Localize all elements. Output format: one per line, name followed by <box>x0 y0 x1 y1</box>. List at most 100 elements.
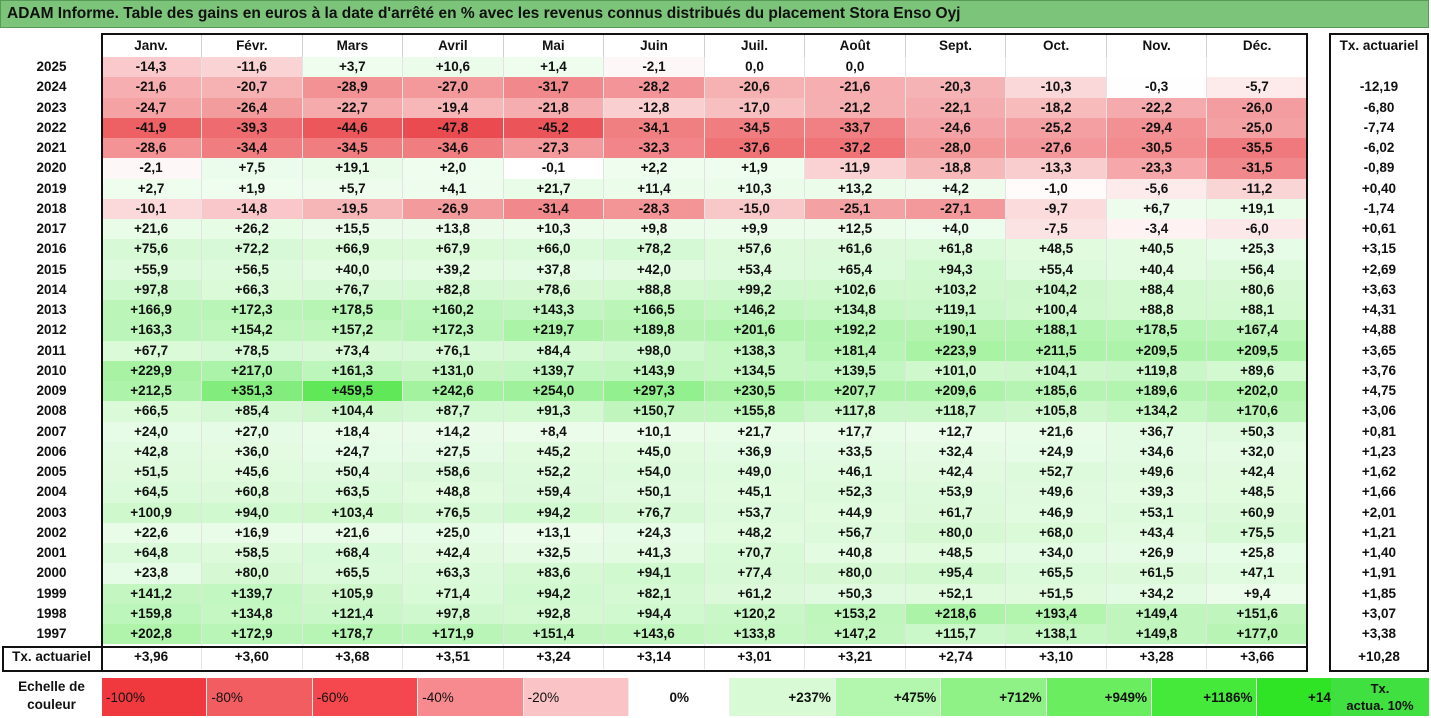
rate-cell: -12,19 <box>1359 79 1399 95</box>
table-row: 2016 +75,6 +72,2 +66,9 +67,9 +66,0 +78,2 +57,6 +… <box>2 239 1308 260</box>
summary-cell: +3,28 <box>1106 644 1208 670</box>
gain-cell: +192,2 <box>804 320 906 341</box>
gain-cell: +88,1 <box>1206 300 1308 321</box>
gain-cell: +133,8 <box>704 624 806 645</box>
gain-cell: +40,8 <box>804 543 906 564</box>
gain-cell: +151,6 <box>1206 603 1308 624</box>
gain-cell: +57,6 <box>704 239 806 260</box>
gain-cell: -25,1 <box>804 198 906 219</box>
gain-cell: +73,4 <box>302 340 404 361</box>
gain-cell: +66,0 <box>503 239 605 260</box>
year-label: 2023 <box>36 99 67 115</box>
gain-cell: +97,8 <box>101 279 203 300</box>
gain-cell: +163,3 <box>101 320 203 341</box>
rate-cell: +1,91 <box>1361 565 1397 581</box>
gain-cell: +139,5 <box>804 360 906 381</box>
gain-cell: +160,2 <box>402 300 504 321</box>
gain-cell: +119,8 <box>1106 360 1208 381</box>
gain-cell: +34,6 <box>1106 441 1208 462</box>
gain-cell: +230,5 <box>704 381 806 402</box>
gain-cell: +351,3 <box>201 381 303 402</box>
gain-cell: -35,5 <box>1206 138 1308 159</box>
gain-cell: +24,7 <box>302 441 404 462</box>
gain-cell: +61,8 <box>905 239 1007 260</box>
gain-cell: -12,8 <box>603 97 705 118</box>
gain-cell: -34,5 <box>302 138 404 159</box>
gain-cell: +22,6 <box>101 522 203 543</box>
gain-cell: -28,6 <box>101 138 203 159</box>
gain-cell: +80,6 <box>1206 279 1308 300</box>
gain-cell: +51,5 <box>101 462 203 483</box>
gain-cell: +50,3 <box>1206 421 1308 442</box>
gain-cell: +49,0 <box>704 462 806 483</box>
gain-cell: +100,4 <box>1005 300 1107 321</box>
gain-cell: +56,7 <box>804 522 906 543</box>
gain-cell: -0,1 <box>503 158 605 179</box>
gain-cell: -23,3 <box>1106 158 1208 179</box>
gain-cell: -24,6 <box>905 117 1007 138</box>
summary-cell: +3,96 <box>101 644 203 670</box>
gain-cell: -7,5 <box>1005 219 1107 240</box>
gain-cell: +9,8 <box>603 219 705 240</box>
gain-cell: +88,4 <box>1106 279 1208 300</box>
rate-header: Tx. actuariel <box>1339 37 1419 53</box>
table-row: 2005 +51,5 +45,6 +50,4 +58,6 +52,2 +54,0 +49,0 +… <box>2 462 1308 483</box>
year-label: 1999 <box>36 585 67 601</box>
gain-cell: +7,5 <box>201 158 303 179</box>
rate-cell: +0,61 <box>1361 221 1397 237</box>
gain-cell: +24,9 <box>1005 441 1107 462</box>
rate-cell: +1,62 <box>1361 464 1397 480</box>
gain-cell: +60,8 <box>201 482 303 503</box>
gain-cell: -30,5 <box>1106 138 1208 159</box>
table-row: 2003 +100,9 +94,0 +103,4 +76,5 +94,2 +76,7 +53,… <box>2 502 1308 523</box>
gain-cell <box>1106 57 1208 78</box>
gain-cell: +167,4 <box>1206 320 1308 341</box>
gain-cell: +61,6 <box>804 239 906 260</box>
month-header: Mai <box>503 33 605 57</box>
gain-cell: +68,0 <box>1005 522 1107 543</box>
table-row: 2017 +21,6 +26,2 +15,5 +13,8 +10,3 +9,8 +9,9 +12… <box>2 219 1308 240</box>
gain-cell: +100,9 <box>101 502 203 523</box>
gain-cell: +27,0 <box>201 421 303 442</box>
gain-cell: +154,2 <box>201 320 303 341</box>
rate-cell: -0,89 <box>1363 160 1395 176</box>
summary-cell: +3,66 <box>1206 644 1308 670</box>
gain-cell: +48,5 <box>1005 239 1107 260</box>
gain-cell: +42,4 <box>1206 462 1308 483</box>
month-header: Nov. <box>1106 33 1208 57</box>
gain-cell: +84,4 <box>503 340 605 361</box>
gain-cell: +219,7 <box>503 320 605 341</box>
gain-cell: +95,4 <box>905 563 1007 584</box>
month-header: Avril <box>402 33 504 57</box>
gain-cell: +94,2 <box>503 502 605 523</box>
year-label: 2008 <box>36 403 67 419</box>
gain-cell: +150,7 <box>603 401 705 422</box>
gain-cell: +202,8 <box>101 624 203 645</box>
gain-cell: -28,0 <box>905 138 1007 159</box>
gain-cell: +85,4 <box>201 401 303 422</box>
gain-cell: +25,0 <box>402 522 504 543</box>
gain-cell: -18,2 <box>1005 97 1107 118</box>
gain-cell: -31,4 <box>503 198 605 219</box>
month-header: Août <box>804 33 906 57</box>
gain-cell: +121,4 <box>302 603 404 624</box>
summary-cell: +3,51 <box>402 644 504 670</box>
gain-cell: -28,9 <box>302 77 404 98</box>
gain-cell: +65,5 <box>302 563 404 584</box>
year-label: 2005 <box>36 464 67 480</box>
gain-cell: +42,0 <box>603 259 705 280</box>
gain-cell: +47,1 <box>1206 563 1308 584</box>
gain-cell: +151,4 <box>503 624 605 645</box>
gain-cell: +218,6 <box>905 603 1007 624</box>
color-scale-swatch: +949% <box>1046 678 1153 716</box>
gain-cell: +67,7 <box>101 340 203 361</box>
gain-cell: +50,4 <box>302 462 404 483</box>
gain-cell: +99,2 <box>704 279 806 300</box>
gain-cell: +159,8 <box>101 603 203 624</box>
gain-cell: +64,5 <box>101 482 203 503</box>
gain-cell: -11,9 <box>804 158 906 179</box>
gain-cell: -27,1 <box>905 198 1007 219</box>
rate-cell: +1,21 <box>1361 524 1397 540</box>
gain-cell: +40,0 <box>302 259 404 280</box>
gain-cell: +70,7 <box>704 543 806 564</box>
